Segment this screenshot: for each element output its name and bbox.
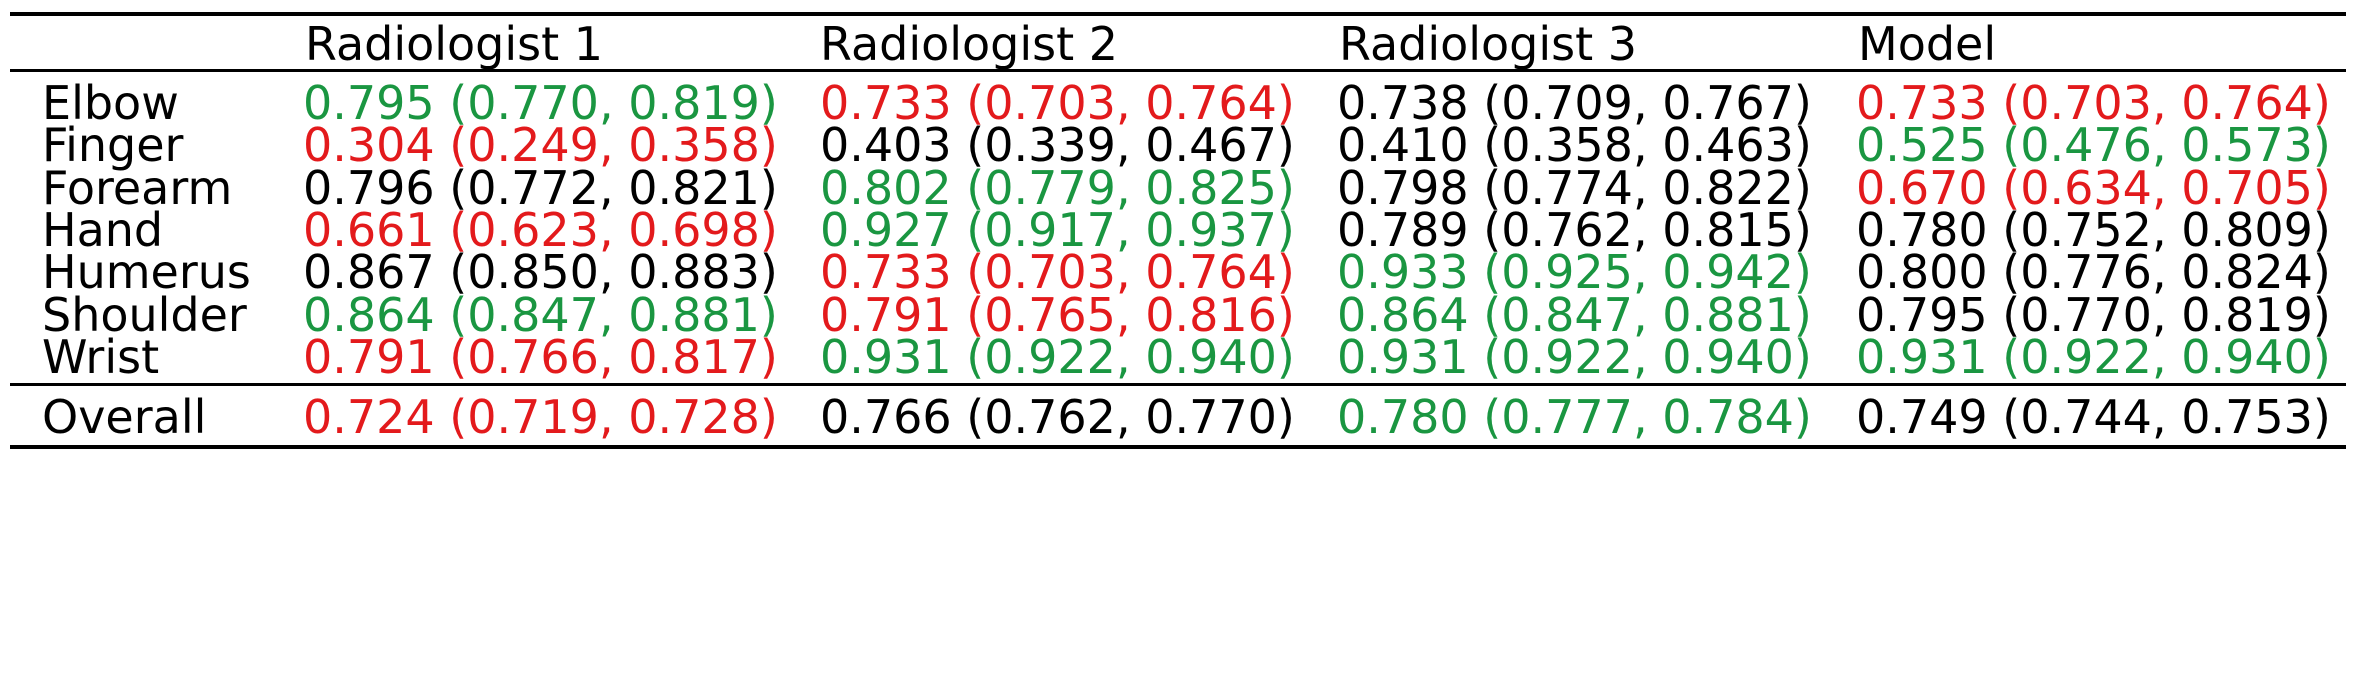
table-cell: 0.931 (0.922, 0.940) <box>1856 330 2331 384</box>
header-model: Model <box>1858 17 1997 71</box>
row-label: Forearm <box>42 161 233 215</box>
table-cell: 0.304 (0.249, 0.358) <box>303 118 778 172</box>
table-cell: 0.791 (0.765, 0.816) <box>820 288 1295 342</box>
row-label: Wrist <box>42 330 160 384</box>
table-cell: 0.931 (0.922, 0.940) <box>1337 330 1812 384</box>
table-cell: 0.800 (0.776, 0.824) <box>1856 245 2331 299</box>
table-cell: 0.733 (0.703, 0.764) <box>1856 76 2331 130</box>
table-cell: 0.795 (0.770, 0.819) <box>303 76 778 130</box>
header-radiologist-1: Radiologist 1 <box>305 17 604 71</box>
table-cell: 0.789 (0.762, 0.815) <box>1337 203 1812 257</box>
top-rule <box>10 12 2346 16</box>
table-cell: 0.864 (0.847, 0.881) <box>303 288 778 342</box>
header-rule <box>10 69 2346 72</box>
table-cell: 0.780 (0.752, 0.809) <box>1856 203 2331 257</box>
header-radiologist-3: Radiologist 3 <box>1339 17 1638 71</box>
table-cell: 0.795 (0.770, 0.819) <box>1856 288 2331 342</box>
overall-label: Overall <box>42 390 207 444</box>
table-cell: 0.927 (0.917, 0.937) <box>820 203 1295 257</box>
table-cell: 0.798 (0.774, 0.822) <box>1337 161 1812 215</box>
table-cell: 0.661 (0.623, 0.698) <box>303 203 778 257</box>
bottom-rule <box>10 445 2346 449</box>
row-label: Elbow <box>42 76 179 130</box>
table-cell: 0.733 (0.703, 0.764) <box>820 76 1295 130</box>
table-cell: 0.791 (0.766, 0.817) <box>303 330 778 384</box>
table-cell: 0.802 (0.779, 0.825) <box>820 161 1295 215</box>
table-cell: 0.864 (0.847, 0.881) <box>1337 288 1812 342</box>
table-cell: 0.867 (0.850, 0.883) <box>303 245 778 299</box>
table-cell: 0.931 (0.922, 0.940) <box>820 330 1295 384</box>
table-cell: 0.733 (0.703, 0.764) <box>820 245 1295 299</box>
row-label: Humerus <box>42 245 251 299</box>
table-cell: 0.525 (0.476, 0.573) <box>1856 118 2331 172</box>
overall-cell: 0.780 (0.777, 0.784) <box>1337 390 1812 444</box>
table-cell: 0.670 (0.634, 0.705) <box>1856 161 2331 215</box>
table-cell: 0.933 (0.925, 0.942) <box>1337 245 1812 299</box>
table-cell: 0.796 (0.772, 0.821) <box>303 161 778 215</box>
table-cell: 0.410 (0.358, 0.463) <box>1337 118 1812 172</box>
overall-cell: 0.749 (0.744, 0.753) <box>1856 390 2331 444</box>
row-label: Shoulder <box>42 288 247 342</box>
header-radiologist-2: Radiologist 2 <box>820 17 1119 71</box>
overall-cell: 0.724 (0.719, 0.728) <box>303 390 778 444</box>
overall-rule <box>10 383 2346 386</box>
row-label: Finger <box>42 118 184 172</box>
table-cell: 0.738 (0.709, 0.767) <box>1337 76 1812 130</box>
table-cell: 0.403 (0.339, 0.467) <box>820 118 1295 172</box>
row-label: Hand <box>42 203 164 257</box>
overall-cell: 0.766 (0.762, 0.770) <box>820 390 1295 444</box>
